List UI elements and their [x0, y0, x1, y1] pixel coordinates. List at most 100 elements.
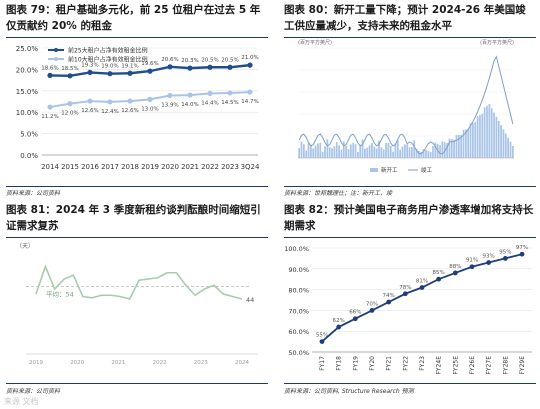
data-point — [452, 270, 458, 276]
x-tick-label: FY25E — [452, 356, 459, 375]
data-label: 70% — [366, 301, 378, 307]
data-point — [127, 70, 133, 76]
data-point — [352, 316, 358, 322]
legend-label: 新开工 — [381, 166, 398, 174]
y-tick-label: 0.0% — [20, 152, 38, 160]
bar — [432, 145, 434, 158]
chart-ecommerce: 50.0% 60.0% 70.0% 80.0% 90.0% 100.0% 55% 62% 66%… — [284, 245, 532, 375]
bar — [310, 144, 312, 158]
y-tick-label: 50.0% — [288, 349, 309, 357]
bar — [502, 129, 505, 158]
x-tick-label: 2022 — [153, 360, 167, 366]
bar — [396, 140, 399, 158]
x-tick-label: FY22 — [402, 356, 409, 371]
data-label: 81% — [416, 279, 428, 285]
data-point — [436, 276, 442, 282]
bar — [472, 122, 474, 158]
data-label: 18.6% — [41, 65, 58, 71]
x-tick-label: FY21 — [386, 356, 393, 371]
data-point — [187, 92, 193, 98]
data-label: 18.5% — [61, 66, 78, 72]
bar — [338, 145, 340, 158]
bar — [307, 142, 310, 158]
data-point — [486, 260, 492, 265]
x-tick-label: 2021 — [111, 360, 125, 366]
title-rule — [284, 37, 536, 38]
bar — [302, 144, 305, 158]
data-label: 78% — [399, 285, 411, 291]
bar — [479, 114, 481, 158]
bar — [378, 140, 380, 158]
bar — [333, 146, 336, 158]
days-line — [35, 264, 243, 300]
data-label: 74% — [383, 293, 395, 299]
data-label: 20.5% — [201, 57, 218, 63]
data-label: 88% — [449, 264, 461, 270]
bar — [345, 145, 348, 158]
source-note: 资料来源：公司资料 — [6, 190, 61, 197]
x-tick-label: 2023 — [221, 163, 239, 171]
bar — [371, 143, 373, 158]
y-tick-label: 25.0% — [16, 45, 39, 53]
bar — [509, 141, 512, 158]
bar — [385, 142, 387, 158]
y-tick-label: 60.0% — [288, 328, 309, 336]
bar — [328, 147, 331, 158]
bar — [476, 116, 479, 158]
bar — [347, 149, 350, 158]
data-label: 12.6% — [81, 108, 98, 114]
source-note: 资料来源：公司资料 — [6, 388, 61, 395]
x-tick-label: FY26E — [469, 356, 476, 375]
bar — [356, 151, 359, 158]
bar — [425, 150, 427, 158]
x-tick-label: 2023 — [194, 360, 208, 366]
data-label: 91% — [466, 258, 478, 264]
x-tick-label: FY20 — [369, 356, 376, 371]
bar — [368, 145, 371, 158]
data-label: 19.3% — [81, 62, 98, 68]
bar — [392, 151, 394, 158]
data-point — [107, 99, 113, 105]
x-tick-label: 2019 — [29, 360, 43, 366]
bar — [443, 142, 446, 158]
legend-marker — [54, 48, 58, 52]
bar — [474, 122, 477, 158]
data-point — [319, 339, 325, 344]
bar — [324, 146, 326, 158]
bar — [406, 144, 409, 158]
bar — [359, 144, 362, 158]
bar — [354, 144, 357, 158]
data-point — [147, 68, 153, 74]
bar — [441, 141, 444, 158]
data-label: 12.0% — [61, 111, 78, 117]
bar — [331, 148, 333, 158]
bar — [305, 150, 308, 158]
bar — [486, 105, 488, 158]
title-rule — [6, 237, 268, 238]
bar — [488, 104, 491, 158]
bar — [497, 120, 500, 158]
data-point — [147, 96, 153, 102]
source-rule — [6, 186, 268, 187]
bar — [415, 148, 418, 158]
source-rule — [284, 383, 536, 384]
x-tick-label: 2019 — [141, 163, 159, 171]
data-point — [227, 90, 233, 96]
bar — [434, 142, 437, 158]
bar — [380, 147, 383, 158]
data-point — [336, 324, 342, 330]
x-tick-label: FY29E — [519, 356, 526, 375]
data-point — [502, 256, 508, 261]
data-point — [47, 104, 53, 110]
bar — [403, 144, 406, 158]
data-label: 13.0% — [141, 106, 158, 112]
source-note: 资料来源：公司资料, Structure Research 预测 — [284, 388, 414, 395]
source-rule — [6, 383, 268, 384]
chart-title: 图表 81：2024 年 3 季度新租约谈判酝酿时间缩短引证需求复苏 — [6, 204, 261, 232]
y-axis-unit-left: (百万平方英尺) — [298, 39, 332, 46]
data-point — [167, 92, 173, 99]
data-label: 20.3% — [181, 58, 198, 64]
x-tick-label: FY23 — [419, 356, 426, 371]
panel-us-supply: 图表 80：新开工量下降；预计 2024-26 年美国竣工供应量减少，支持未来的… — [278, 0, 540, 200]
source-rule — [284, 186, 536, 187]
